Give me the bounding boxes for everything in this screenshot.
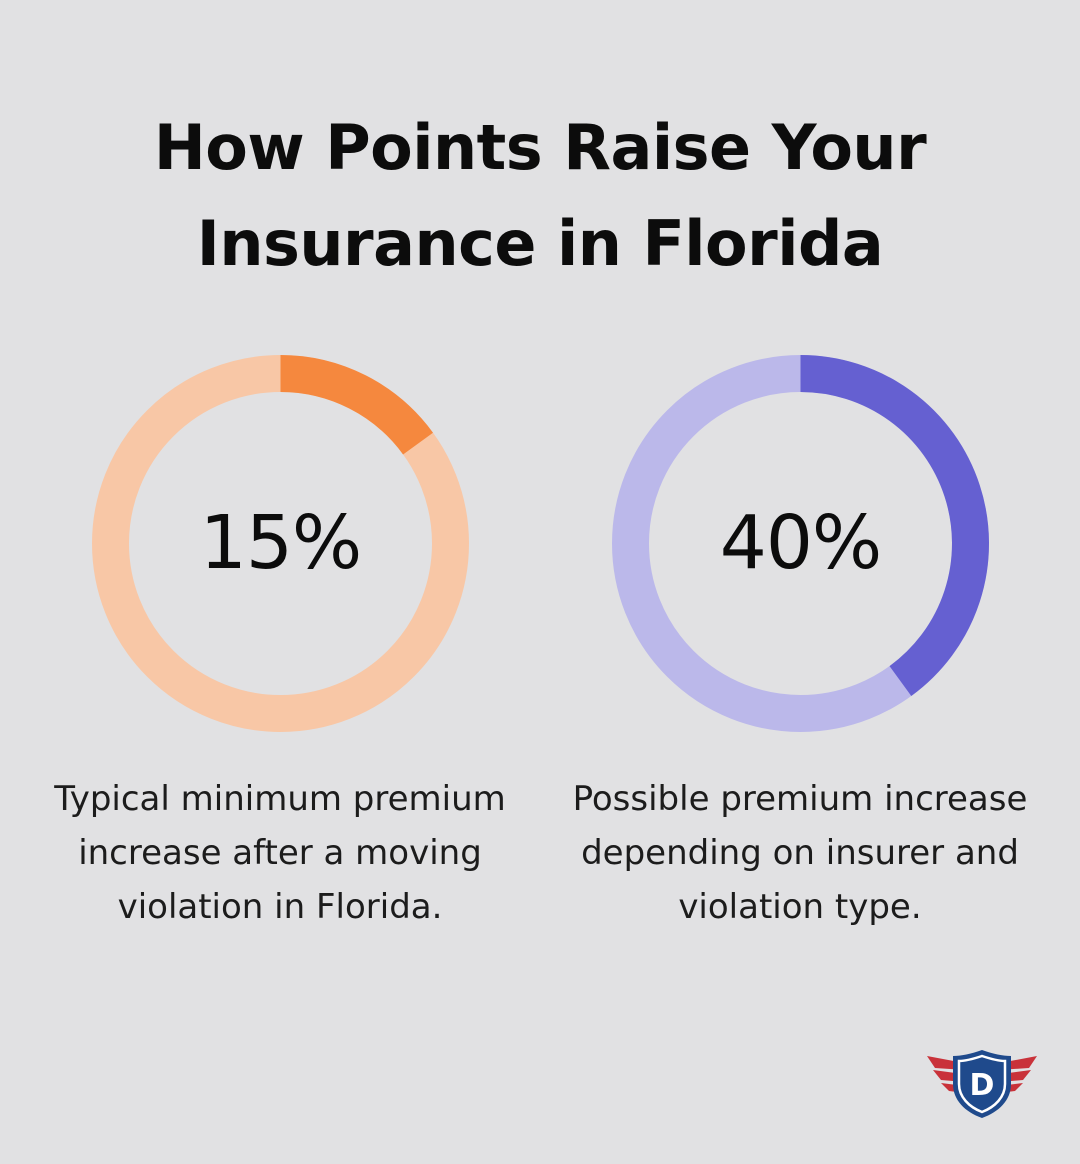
shield-outer: [953, 1050, 1011, 1118]
donut-value-label-1: 15%: [199, 500, 362, 586]
brand-logo: D: [925, 1048, 1039, 1120]
donut-chart-2: 40%: [612, 355, 989, 732]
donut-svg-1: [92, 355, 469, 732]
donut-caption-2: Possible premium increase depending on i…: [572, 779, 1028, 927]
donut-value-label-2: 40%: [719, 500, 882, 586]
donut-arc-2: [800, 355, 989, 696]
title-line-2: Insurance in Florida: [196, 207, 884, 280]
donut-caption-1: Typical minimum premium increase after a…: [54, 779, 506, 927]
page-title: How Points Raise Your Insurance in Flori…: [0, 100, 1080, 292]
title-line-1: How Points Raise Your: [153, 111, 927, 184]
donut-svg-2: [612, 355, 989, 732]
shield-trim: [957, 1054, 1007, 1114]
donut-chart-1: 15%: [92, 355, 469, 732]
logo-letter: D: [970, 1068, 995, 1103]
donut-arc-1: [280, 355, 433, 455]
winged-shield-icon: D: [927, 1050, 1037, 1118]
